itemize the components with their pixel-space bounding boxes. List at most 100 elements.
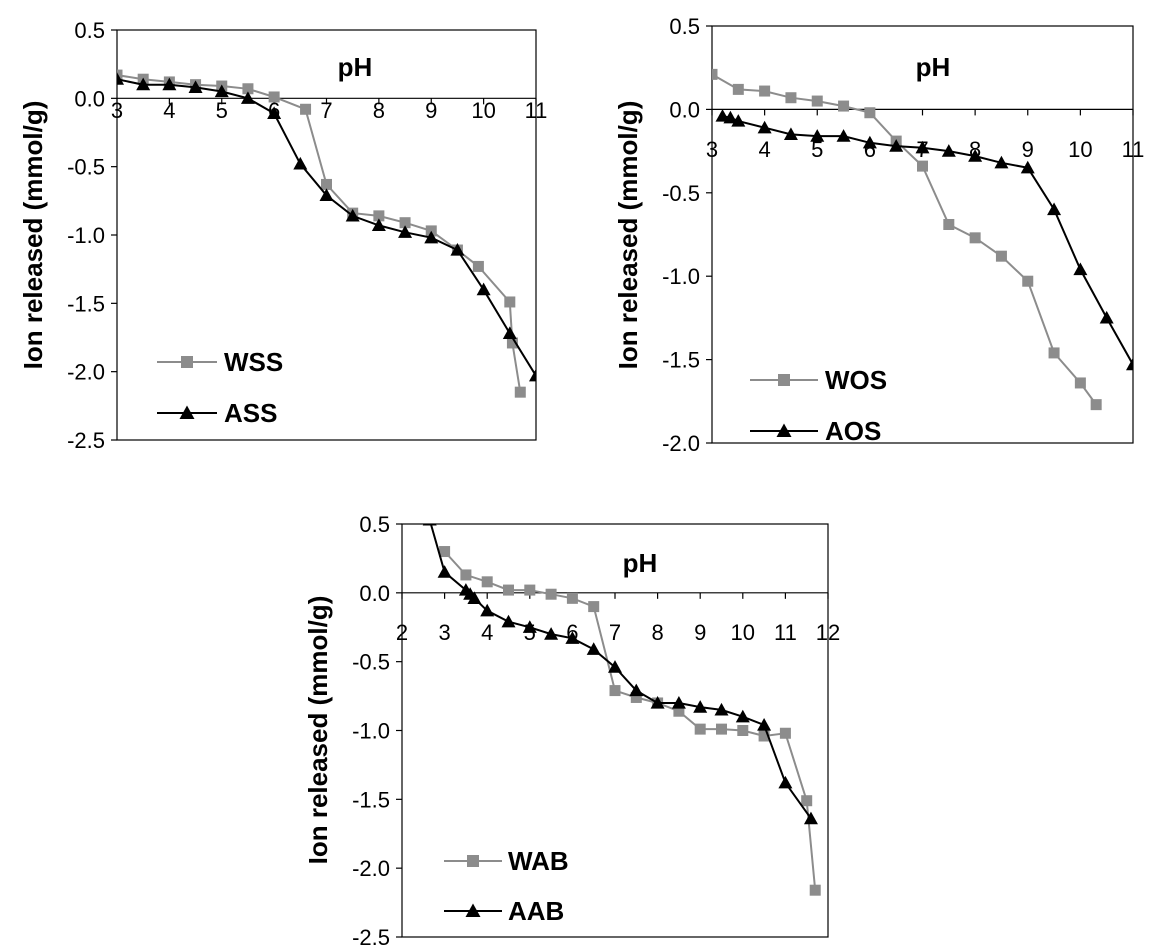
series-WSS-point (373, 210, 385, 222)
series-WOS-line (712, 73, 1098, 406)
y-tick-label: 0.0 (74, 86, 105, 111)
series-ASS-point (529, 368, 536, 382)
series-WOS-point (1074, 377, 1086, 389)
series-AAB (422, 524, 818, 825)
series-AOS-point (731, 114, 746, 127)
series-WOS-point (943, 218, 955, 230)
series-ASS-point (214, 84, 229, 98)
series-AOS-point (968, 149, 983, 162)
y-tick-label: -1.0 (67, 223, 105, 248)
series-AOS-point (862, 135, 877, 149)
y-axis-label: Ion released (mmol/g) (303, 596, 333, 865)
series-AOS-point (723, 110, 738, 124)
series-AAB-point (437, 565, 452, 578)
series-ASS-point (319, 188, 334, 201)
series-AAB-point (467, 591, 482, 604)
series-WOS-point (1090, 399, 1102, 411)
y-axis-label: Ion released (mmol/g) (18, 101, 48, 370)
x-tick-label: 7 (609, 620, 621, 645)
series-WAB-point (758, 730, 770, 742)
y-tick-label: -1.5 (662, 348, 700, 373)
y-tick-label: 0.0 (359, 581, 390, 606)
legend-marker (181, 356, 193, 368)
series-WAB-point (673, 705, 685, 717)
series-WOS-point (732, 83, 744, 95)
series-WSS-line (117, 74, 522, 393)
legend-entry-WAB: WAB (444, 846, 569, 876)
series-AAB-point (501, 614, 516, 628)
series-WSS-point (504, 296, 516, 308)
y-tick-label: 0.0 (669, 97, 700, 122)
series-WSS-point (399, 217, 411, 229)
series-AAB-point (803, 811, 818, 825)
series-AOS-point (836, 129, 851, 142)
series-WOS-point (785, 92, 797, 104)
series-WOS (712, 68, 1102, 411)
series-WOS-point (712, 68, 718, 80)
series-ASS-point (240, 91, 255, 104)
series-WSS-point (242, 83, 254, 95)
plot-frame (711, 25, 1134, 444)
series-WSS-point (268, 91, 280, 103)
series-AAB-point (586, 642, 601, 655)
x-tick-label: 11 (774, 620, 797, 645)
series-ASS-point (476, 282, 491, 296)
chart-panel-1: 0.50.0-0.5-1.0-1.5-2.0-2.534567891011pHI… (18, 18, 547, 453)
legend-marker (467, 855, 479, 867)
series-WAB-point (566, 592, 578, 604)
x-tick-label: 8 (373, 98, 385, 123)
series-WAB-point (503, 584, 514, 596)
legend-entry-WOS: WOS (750, 365, 887, 395)
x-tick-label: 4 (481, 620, 493, 645)
series-WAB-point (524, 584, 536, 596)
x-axis-label: pH (338, 52, 373, 82)
series-WSS-point (506, 337, 518, 349)
y-tick-label: -2.0 (352, 856, 390, 881)
plot-frame (116, 29, 537, 441)
legend-label: WAB (508, 846, 569, 876)
x-tick-label: 11 (1122, 137, 1145, 162)
y-tick-label: -0.5 (662, 181, 700, 206)
legend-entry-WSS: WSS (157, 347, 283, 377)
series-WAB-point (801, 795, 813, 807)
series-ASS-point (267, 106, 282, 119)
x-tick-label: 4 (759, 137, 771, 162)
x-tick-label: 10 (471, 98, 495, 123)
y-tick-label: -0.5 (67, 155, 105, 180)
chart-panel-2: 0.50.0-0.5-1.0-1.5-2.034567891011pHIon r… (613, 14, 1144, 456)
series-AOS (715, 109, 1133, 371)
x-tick-label: 9 (1022, 137, 1034, 162)
y-tick-label: -0.5 (352, 650, 390, 675)
series-AAB-point (522, 620, 537, 633)
chart-panel-3: 0.50.0-0.5-1.0-1.5-2.0-2.523456789101112… (303, 512, 840, 947)
series-WAB-point (694, 723, 706, 735)
x-tick-label: 12 (816, 620, 840, 645)
series-WOS-point (969, 232, 981, 244)
x-tick-label: 3 (706, 137, 718, 162)
series-ASS-point (293, 156, 308, 170)
x-tick-label: 9 (425, 98, 437, 123)
series-AOS-point (1073, 262, 1088, 276)
x-tick-label: 7 (320, 98, 332, 123)
series-AOS-point (889, 139, 904, 152)
legend-marker (465, 903, 481, 917)
series-ASS-point (371, 218, 386, 232)
series-WAB-point (809, 884, 821, 896)
y-tick-label: 0.5 (669, 14, 700, 39)
legend-marker (778, 374, 790, 386)
series-WAB-point (716, 723, 727, 735)
series-WAB-point (439, 546, 451, 558)
legend-label: WOS (825, 365, 887, 395)
series-AOS-point (1099, 310, 1114, 324)
series-AAB-point (422, 524, 437, 526)
series-AAB-point (693, 700, 708, 713)
series-ASS-point (450, 243, 465, 256)
series-AOS-point (757, 120, 772, 134)
series-AAB-point (735, 709, 750, 723)
x-tick-label: 8 (651, 620, 663, 645)
series-AOS-line (722, 115, 1133, 366)
series-WSS-point (321, 178, 332, 190)
legend-marker (179, 405, 195, 419)
series-WOS-point (811, 95, 823, 107)
